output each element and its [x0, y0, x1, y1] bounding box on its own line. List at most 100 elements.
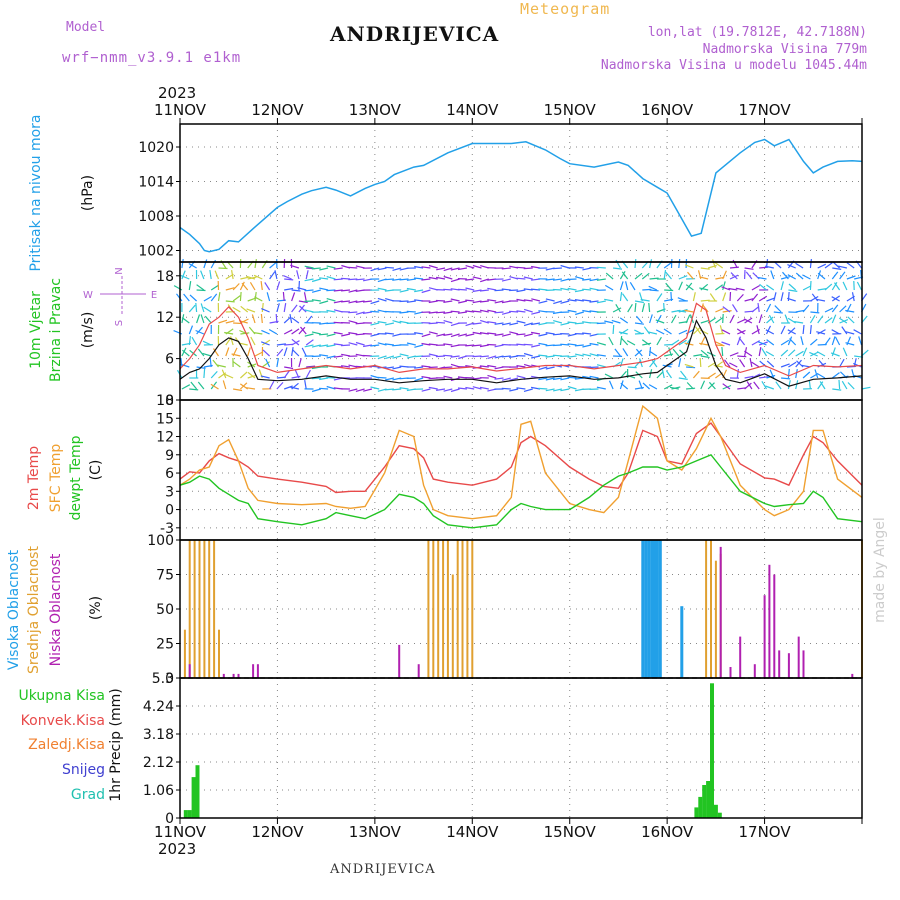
footer-station: ANDRIJEVICA [330, 862, 436, 877]
wind-arrow [311, 289, 321, 293]
wind-arrow [729, 352, 739, 357]
wind-arrow [311, 388, 321, 393]
credit-label: made by Angel [872, 517, 888, 623]
wind-arrow [216, 364, 226, 368]
low-cloud-bar [232, 673, 235, 678]
wind-arrow [787, 336, 793, 346]
x-tick-label-top: 15NOV [544, 101, 597, 119]
wind-arrow [200, 303, 205, 313]
wind-arrow [348, 311, 358, 314]
wind-arrow [831, 336, 836, 346]
wind-arrow [188, 262, 197, 269]
wind-arrow [531, 322, 541, 326]
wind-arrow [188, 304, 196, 313]
wind-arrow [757, 341, 767, 346]
wind-arrow [465, 278, 475, 281]
mid-cloud-bar [461, 540, 464, 678]
wind-arrow [509, 377, 519, 381]
wind-arrow [839, 358, 845, 368]
wind-arrow [784, 314, 789, 324]
wind-arrow [509, 388, 519, 392]
y-tick-label: 18 [156, 269, 174, 285]
wind-ylabel-2: Brzina i Pravac [48, 278, 64, 382]
wind-arrow [501, 288, 511, 291]
wind-arrow [289, 386, 300, 390]
wind-arrow [472, 322, 482, 325]
wind-arrow [761, 348, 768, 357]
wind-arrow [626, 340, 636, 346]
wind-arrow [724, 359, 731, 368]
wind-arrow [788, 283, 797, 291]
wind-arrow [523, 352, 533, 357]
wind-arrow [232, 283, 240, 291]
wind-arrow [276, 303, 280, 313]
wind-ylabel-1: 10m Vjetar [28, 291, 44, 369]
mid-cloud-bar [437, 540, 440, 678]
wind-arrow [472, 276, 482, 280]
wind-arrow [589, 375, 599, 379]
wind-arrow [428, 264, 438, 269]
wind-arrow [824, 307, 834, 313]
wind-arrow [669, 386, 679, 390]
wind-arrow [294, 369, 300, 379]
high-cloud-bar [644, 540, 648, 678]
wind-arrow [214, 270, 220, 280]
wind-arrow [282, 275, 292, 280]
x-tick-label-bottom: 15NOV [544, 823, 597, 841]
wind-arrow [406, 300, 416, 303]
wind-arrow [788, 361, 797, 368]
wind-arrow [774, 305, 782, 313]
wind-arrow [465, 299, 475, 302]
mid-cloud-bar [466, 540, 469, 678]
wind-arrow [663, 384, 673, 390]
wind-arrow [641, 272, 650, 280]
wind-arrow [202, 340, 212, 346]
wind-arrow [326, 322, 336, 325]
wind-arrow [443, 275, 453, 280]
wind-arrow [649, 350, 658, 357]
wind-arrow [789, 338, 797, 346]
wind-arrow [203, 259, 208, 269]
wind-arrow [268, 328, 278, 335]
wind-arrow [399, 289, 409, 293]
low-cloud-bar [719, 546, 722, 678]
wind-arrow [817, 329, 826, 335]
wind-arrow [480, 319, 489, 324]
y-tick-label: 1014 [138, 175, 174, 191]
wind-arrow [552, 267, 562, 270]
compass-n-label: N [114, 267, 125, 274]
wind-arrow [362, 311, 372, 314]
wind-arrow [436, 333, 446, 337]
wind-arrow [370, 322, 380, 326]
wind-arrow [180, 358, 183, 368]
y-tick-label: 0 [165, 671, 174, 687]
wind-arrow [596, 354, 606, 357]
wind-arrow [575, 311, 584, 316]
wind-arrow [774, 261, 782, 269]
wind-arrow [567, 309, 577, 313]
wind-arrow [679, 349, 687, 357]
wind-arrow [787, 349, 796, 357]
wind-arrow [764, 265, 774, 269]
wind-arrow [191, 336, 198, 346]
wind-arrow [678, 358, 682, 368]
wind-arrow [735, 287, 745, 291]
wind-arrow [399, 278, 409, 281]
wind-arrow [847, 382, 855, 390]
wind-arrow [780, 325, 786, 335]
wind-arrow [487, 355, 497, 359]
wind-arrow [615, 303, 621, 313]
wind-arrow [333, 267, 343, 270]
wind-arrow [686, 382, 694, 390]
wind-arrow [530, 288, 541, 291]
wind-arrow [509, 355, 519, 358]
wind-arrow [787, 291, 790, 302]
wind-arrow [648, 331, 658, 335]
precip-legend-item: Grad [71, 787, 105, 803]
wind-arrow [516, 298, 526, 302]
wind-arrow [428, 353, 438, 357]
wind-arrow [487, 287, 497, 291]
wind-arrow [560, 377, 570, 381]
wind-arrow [384, 343, 394, 346]
wind-arrow [707, 382, 715, 390]
